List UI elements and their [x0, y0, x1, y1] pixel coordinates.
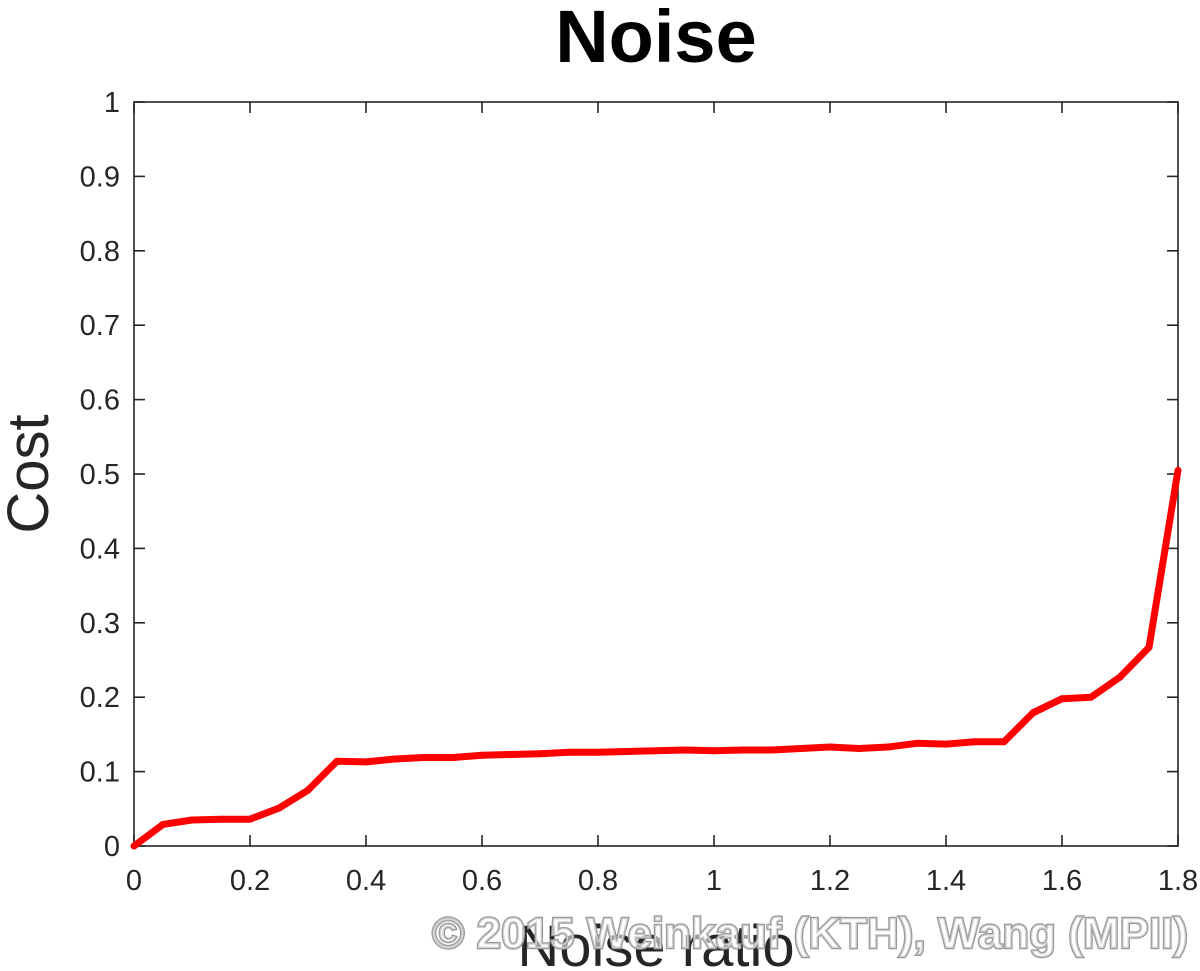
data-point — [942, 740, 950, 748]
data-point — [884, 743, 892, 751]
data-point — [1058, 695, 1066, 703]
x-tick-label: 1 — [706, 865, 722, 897]
y-tick-label: 0.1 — [80, 757, 120, 789]
data-point — [739, 746, 747, 754]
plot-axes — [133, 101, 1179, 847]
data-point — [420, 754, 428, 761]
data-point — [217, 815, 225, 823]
data-point — [1029, 709, 1037, 717]
data-point — [1000, 738, 1008, 746]
data-point — [855, 745, 863, 752]
data-point — [478, 751, 486, 759]
y-tick-label: 0.9 — [80, 161, 120, 193]
data-point — [507, 751, 515, 758]
data-point — [594, 748, 602, 756]
x-tick-label: 0.4 — [346, 865, 386, 897]
x-tick-label: 0.8 — [578, 865, 618, 897]
series-layer — [130, 466, 1182, 850]
y-tick-label: 1 — [104, 87, 120, 119]
copyright-watermark: © 2015 Weinkauf (KTH), Wang (MPII) — [432, 909, 1188, 958]
y-tick-label: 0.6 — [80, 385, 120, 417]
data-point — [188, 816, 196, 824]
plot-frame — [133, 101, 1179, 847]
x-tick-label: 0.6 — [462, 865, 502, 897]
x-tick-label: 1.4 — [926, 865, 966, 897]
y-tick-label: 0.4 — [80, 533, 120, 565]
data-point — [681, 746, 689, 754]
series-line — [131, 469, 1182, 849]
data-point — [913, 739, 921, 747]
x-tick-label: 0 — [126, 865, 142, 897]
data-point — [391, 755, 399, 763]
x-tick-label: 0.2 — [230, 865, 270, 897]
data-point — [246, 815, 254, 823]
y-tick-label: 0.7 — [80, 310, 120, 342]
data-point — [362, 758, 370, 766]
y-tick-label: 0.3 — [80, 608, 120, 640]
x-axis-title: Noise ratio — [517, 914, 794, 971]
x-tick-label: 1.2 — [810, 865, 850, 897]
data-point — [797, 745, 805, 752]
data-point — [1116, 673, 1124, 681]
data-point — [652, 747, 660, 755]
data-point — [710, 747, 718, 755]
data-point — [333, 757, 341, 765]
data-point — [1174, 466, 1182, 474]
data-point — [1145, 643, 1153, 651]
y-axis-title: Cost — [0, 414, 61, 533]
data-point — [130, 842, 138, 850]
axis-ticks: 0 0.2 0.4 0.6 0.8 1 1.2 1.4 1.6 1.8 0 0.1 0.2 0.3 0.4 0… — [80, 87, 1198, 897]
data-point — [159, 820, 167, 828]
data-point — [1087, 693, 1095, 701]
data-point — [565, 748, 573, 756]
data-point — [826, 743, 834, 751]
data-point — [768, 746, 776, 754]
data-point — [304, 786, 312, 794]
x-tick-label: 1.6 — [1042, 865, 1082, 897]
chart-title: Noise — [555, 0, 757, 78]
x-tick-label: 1.8 — [1158, 865, 1198, 897]
y-tick-label: 0.2 — [80, 682, 120, 714]
data-point — [536, 750, 544, 758]
y-tick-label: 0.8 — [80, 236, 120, 268]
data-point — [971, 738, 979, 746]
data-point — [275, 804, 283, 812]
data-point — [623, 748, 631, 755]
y-tick-label: 0.5 — [80, 459, 120, 491]
y-tick-label: 0 — [104, 831, 120, 863]
data-point — [449, 754, 457, 761]
